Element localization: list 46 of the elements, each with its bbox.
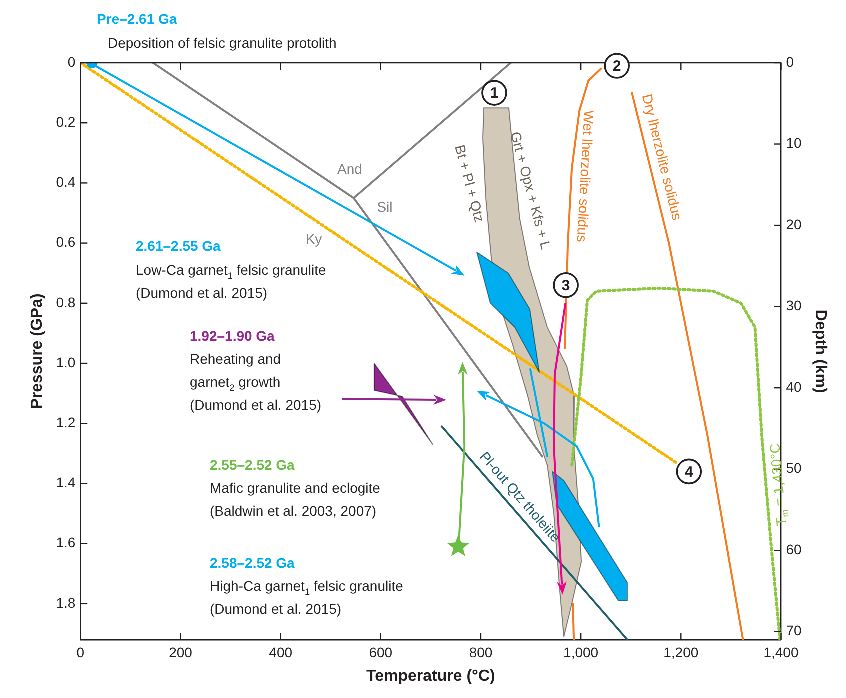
y2-tick-label: 60	[786, 541, 802, 558]
annotation: 2	[612, 58, 622, 76]
y-tick-label: 0.4	[56, 174, 76, 190]
y-tick-label: 1.0	[56, 354, 76, 370]
x-tick-label: 800	[469, 644, 493, 660]
y2-tick-label: 30	[786, 298, 802, 314]
y-tick-label: 1.4	[56, 474, 76, 491]
y2-tick-label: 10	[786, 135, 802, 152]
text: Deposition of felsic granulite protolith	[108, 35, 337, 51]
y-tick-label: 0.2	[56, 114, 76, 130]
x-tick-label: 1,200	[664, 644, 699, 660]
annotation: And	[338, 160, 362, 177]
y-axis-title: Pressure (GPa)	[29, 294, 46, 410]
y-tick-label: 0	[68, 54, 76, 70]
annotation: Ky	[306, 230, 322, 247]
text: Dry lherzolite solidus	[639, 92, 686, 222]
y2-axis-title: Depth (km)	[812, 310, 829, 394]
annotation: Sil	[377, 198, 393, 215]
annotation: 1.92–1.90 Ga	[190, 328, 276, 344]
y2-tick-label: 20	[786, 216, 802, 232]
y-tick-label: 1.6	[56, 534, 76, 551]
annotation: 3	[562, 278, 570, 295]
x-tick-label: 1,000	[564, 644, 599, 660]
annotation: 2.61–2.55 Ga	[136, 238, 222, 254]
text: Pre–2.61 Ga	[97, 11, 178, 27]
y-tick-label: 0.6	[56, 234, 76, 250]
x-axis-title: Temperature (°C)	[366, 668, 496, 685]
x-tick-label: 200	[169, 644, 193, 660]
x-tick-label: 1,400	[764, 644, 799, 660]
y2-tick-label: 70	[786, 622, 802, 639]
annotation: 4	[684, 464, 694, 481]
annotation: Grt + Opx + Kfs + L	[508, 130, 555, 252]
y2-tick-label: 50	[786, 460, 802, 476]
annotation: 2.58–2.52 Ga	[210, 555, 296, 571]
y-tick-label: 0.8	[56, 294, 76, 310]
y2-tick-label: 0	[786, 54, 794, 70]
y2-tick-label: 40	[786, 378, 802, 395]
annotation: 2.55–2.52 Ga	[210, 457, 296, 473]
annotation: Bt + Pl + Qtz	[452, 143, 488, 224]
annotation: 1	[490, 85, 499, 102]
x-tick-label: 600	[369, 644, 393, 660]
text: Wet lherzolite solidus	[574, 110, 598, 243]
x-tick-label: 400	[269, 644, 293, 660]
y-tick-label: 1.2	[56, 414, 76, 430]
y-tick-label: 1.8	[56, 594, 76, 611]
annotation: Mafic granulite and eclogite (Baldwin et al. 2003, 2007)	[210, 480, 381, 519]
